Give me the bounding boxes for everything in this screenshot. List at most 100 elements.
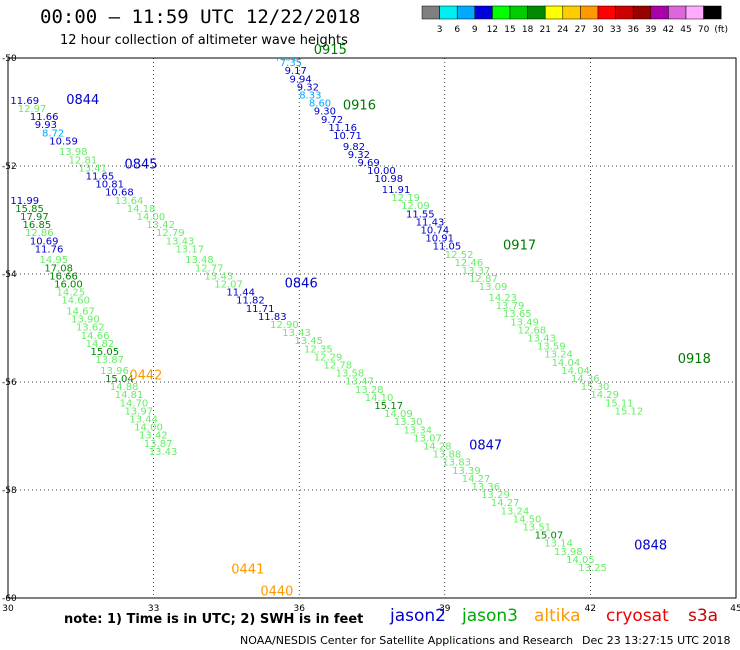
swh-value-label: 16.66 bbox=[49, 271, 78, 282]
swh-value-label: 9.17 bbox=[285, 66, 307, 77]
swh-value-label: 13.98 bbox=[59, 147, 88, 158]
swh-value-label: 13.30 bbox=[394, 417, 423, 428]
swh-value-label: 14.81 bbox=[115, 390, 144, 401]
swh-value-label: 12.52 bbox=[445, 250, 474, 261]
colorbar-label: 36 bbox=[627, 25, 639, 35]
swh-value-label: 14.27 bbox=[491, 498, 520, 509]
pass-time-label: 0846 bbox=[285, 277, 318, 292]
swh-value-label: 13.43 bbox=[149, 447, 178, 458]
swh-value-label: 13.87 bbox=[144, 439, 173, 450]
colorbar-label: 27 bbox=[575, 25, 586, 35]
page-title: 00:00 – 11:59 UTC 12/22/2018 bbox=[40, 6, 361, 28]
footer-note: note: 1) Time is in UTC; 2) SWH is in fe… bbox=[64, 612, 364, 627]
y-tick-label: -52 bbox=[2, 162, 17, 172]
swh-value-label: 12.68 bbox=[518, 325, 547, 336]
swh-value-label: 14.28 bbox=[423, 442, 452, 453]
swh-value-label: 13.97 bbox=[124, 406, 153, 417]
swh-value-label: 12.09 bbox=[401, 201, 430, 212]
swh-value-label: 12.78 bbox=[323, 361, 352, 372]
swh-value-label: 13.43 bbox=[205, 271, 234, 282]
swh-value-label: 13.17 bbox=[175, 244, 204, 255]
swh-value-label: 15.85 bbox=[15, 204, 44, 215]
swh-value-label: 16.85 bbox=[23, 220, 52, 231]
swh-value-label: 13.43 bbox=[527, 334, 556, 345]
swh-value-label: 13.43 bbox=[282, 328, 311, 339]
swh-value-label: 14.50 bbox=[513, 514, 542, 525]
colorbar-label: 9 bbox=[472, 25, 478, 35]
swh-value-label: 13.39 bbox=[452, 466, 481, 477]
swh-value-label: 14.18 bbox=[127, 204, 156, 215]
swh-value-label: 15.11 bbox=[605, 398, 634, 409]
pass-time-label: 0442 bbox=[129, 368, 162, 383]
swh-value-label: 14.29 bbox=[590, 390, 619, 401]
colorbar-label: 12 bbox=[487, 25, 498, 35]
colorbar-swatch bbox=[703, 5, 722, 20]
swh-value-label: 15.17 bbox=[374, 401, 403, 412]
swh-value-label: 13.42 bbox=[139, 431, 168, 442]
pass-time-label: 0441 bbox=[231, 563, 264, 578]
swh-value-label: 13.24 bbox=[544, 350, 573, 361]
swh-value-label: 13.34 bbox=[404, 425, 433, 436]
swh-value-label: 14.00 bbox=[134, 423, 163, 434]
swh-value-label: 10.00 bbox=[367, 166, 396, 177]
swh-value-label: 10.59 bbox=[49, 136, 78, 147]
swh-value-label: 13.64 bbox=[115, 196, 144, 207]
swh-value-label: 8.60 bbox=[309, 99, 331, 110]
swh-value-label: 13.44 bbox=[129, 415, 158, 426]
colorbar-label: 24 bbox=[557, 25, 569, 35]
swh-value-label: 11.05 bbox=[433, 242, 462, 253]
swh-value-label: 13.88 bbox=[433, 450, 462, 461]
pass-time-label: 0848 bbox=[634, 538, 667, 553]
swh-value-label: 13.25 bbox=[578, 563, 607, 574]
x-tick-label: 45 bbox=[730, 604, 740, 614]
swh-value-label: 14.66 bbox=[81, 331, 110, 342]
swh-value-label: 8.72 bbox=[42, 128, 64, 139]
swh-value-label: 11.99 bbox=[10, 196, 39, 207]
x-tick-label: 30 bbox=[2, 604, 14, 614]
swh-value-label: 11.43 bbox=[416, 217, 445, 228]
swh-value-label: 9.32 bbox=[348, 150, 370, 161]
swh-value-label: 13.65 bbox=[503, 309, 532, 320]
swh-value-label: 13.41 bbox=[78, 163, 107, 174]
swh-value-label: 14.04 bbox=[552, 358, 581, 369]
satellite-jason3: jason3 bbox=[462, 606, 518, 626]
colorbar-label: 39 bbox=[645, 25, 657, 35]
colorbar-label: 3 bbox=[437, 25, 443, 35]
swh-value-label: 12.07 bbox=[214, 280, 243, 291]
swh-value-label: 14.67 bbox=[66, 307, 95, 318]
swh-value-label: 13.49 bbox=[510, 317, 539, 328]
swh-value-label: 15.12 bbox=[615, 406, 644, 417]
footer-timestamp: Dec 23 13:27:15 UTC 2018 bbox=[582, 634, 731, 647]
swh-value-label: 12.87 bbox=[469, 274, 498, 285]
swh-value-label: 12.97 bbox=[18, 104, 47, 115]
y-tick-label: -56 bbox=[2, 378, 17, 388]
swh-value-label: 11.76 bbox=[35, 244, 64, 255]
footer-credit: NOAA/NESDIS Center for Satellite Applica… bbox=[240, 634, 574, 647]
swh-value-label: 14.82 bbox=[86, 339, 115, 350]
satellite-cryosat: cryosat bbox=[606, 606, 669, 626]
swh-value-label: 13.58 bbox=[336, 369, 365, 380]
colorbar-label: (ft) bbox=[714, 25, 728, 35]
y-tick-label: -60 bbox=[2, 594, 17, 604]
swh-value-label: 14.88 bbox=[110, 382, 139, 393]
colorbar-label: 33 bbox=[610, 25, 621, 35]
swh-value-label: 9.94 bbox=[289, 74, 311, 85]
colorbar-label: 45 bbox=[680, 25, 691, 35]
pass-time-label: 0915 bbox=[314, 43, 347, 58]
swh-value-label: 15.04 bbox=[105, 374, 134, 385]
swh-value-label: 13.79 bbox=[496, 301, 525, 312]
swh-value-label: 9.69 bbox=[357, 158, 379, 169]
swh-value-label: 12.19 bbox=[391, 193, 420, 204]
map-frame bbox=[7, 57, 737, 599]
swh-value-label: 12.35 bbox=[304, 344, 333, 355]
swh-value-label: 12.86 bbox=[25, 228, 54, 239]
swh-value-label: 14.70 bbox=[120, 398, 149, 409]
swh-value-label: 13.83 bbox=[442, 458, 471, 469]
swh-value-label: 13.29 bbox=[481, 490, 510, 501]
swh-value-label: 14.10 bbox=[365, 393, 394, 404]
swh-value-label: 14.09 bbox=[384, 409, 413, 420]
swh-value-label: 15.05 bbox=[91, 347, 120, 358]
page-subtitle: 12 hour collection of altimeter wave hei… bbox=[60, 33, 348, 48]
swh-value-label: 11.69 bbox=[10, 96, 39, 107]
